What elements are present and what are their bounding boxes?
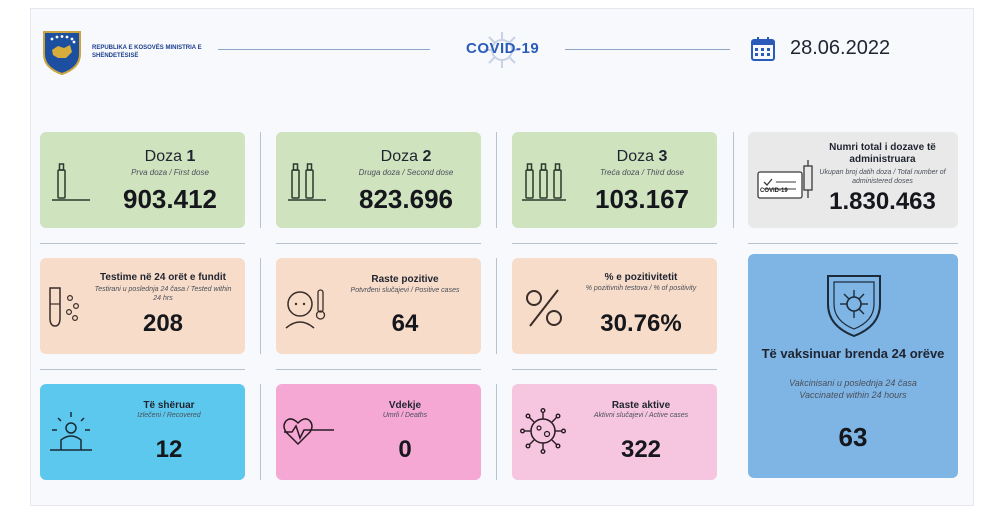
divider xyxy=(260,258,261,354)
dose-number: 3 xyxy=(658,148,668,165)
dose2-card: Doza 2 Druga doza / Second dose 823.696 xyxy=(276,132,481,228)
dose2-value: 823.696 xyxy=(359,184,453,214)
percent-icon xyxy=(526,289,562,327)
card-title: Vdekje xyxy=(388,400,422,411)
report-date: 28.06.2022 xyxy=(790,37,891,59)
card-title: Raste pozitive xyxy=(371,274,439,285)
divider xyxy=(40,243,245,244)
divider xyxy=(260,132,261,228)
sun-person-icon xyxy=(50,412,92,451)
dose1-value: 903.412 xyxy=(123,184,217,214)
header-divider-left xyxy=(218,49,430,50)
card-title: Të shëruar xyxy=(143,400,195,411)
card-subtitle: % pozitivnih testova / % of positivity xyxy=(585,285,697,292)
card-title: % e pozitivitetit xyxy=(604,272,678,283)
positive-cases-card: Raste pozitive Potvrđeni slučajevi / Pos… xyxy=(276,258,481,354)
vial-icon xyxy=(52,163,90,201)
vaccinated-24h-value: 63 xyxy=(838,422,868,452)
dose-number: 1 xyxy=(186,148,196,165)
divider xyxy=(276,369,481,370)
card-title-text: Doza xyxy=(616,148,654,165)
card-subtitle: Prva doza / First dose xyxy=(131,168,209,177)
dose-number: 2 xyxy=(422,148,432,165)
divider xyxy=(512,243,717,244)
recovered-card: Të shëruar Izlečeni / Recovered 12 xyxy=(40,384,245,480)
divider xyxy=(496,384,497,480)
card-title: Doza 1 xyxy=(100,148,240,166)
active-cases-card: Raste aktive Aktivni slučajevi / Active … xyxy=(512,384,717,480)
ministry-name: Republika e Kosovës Ministria e Shëndetë… xyxy=(92,45,202,59)
divider xyxy=(748,243,958,244)
heartbeat-icon xyxy=(283,418,334,446)
calendar-icon xyxy=(751,37,775,61)
positivity-card: % e pozitivitetit % pozitivnih testova /… xyxy=(512,258,717,354)
kosovo-crest-icon xyxy=(43,31,81,76)
virus-icon xyxy=(484,32,520,68)
card-subtitle: Aktivni slučajevi / Active cases xyxy=(593,412,689,419)
card-title: Raste aktive xyxy=(611,400,671,411)
divider xyxy=(40,369,245,370)
card-subtitle: Vaccinated within 24 hours xyxy=(799,390,907,400)
card-title: Doza 3 xyxy=(572,148,712,166)
positivity-value: 30.76% xyxy=(600,310,682,337)
positive-cases-value: 64 xyxy=(391,310,419,337)
page-title: COVID-19 xyxy=(466,40,540,57)
card-subtitle: Potvrđeni slučajevi / Positive cases xyxy=(350,287,460,294)
deaths-value: 0 xyxy=(398,436,412,463)
header-divider-right xyxy=(565,49,730,50)
card-subtitle: Umrli / Deaths xyxy=(382,412,428,419)
divider xyxy=(276,243,481,244)
test-tube-icon xyxy=(49,287,80,327)
dose1-card: Doza 1 Prva doza / First dose 903.412 xyxy=(40,132,245,228)
vial-icon xyxy=(522,163,566,201)
total-doses-card: COVID-19 Numri total i dozave të adminis… xyxy=(748,132,958,228)
tests-value: 208 xyxy=(142,310,184,337)
dose3-value: 103.167 xyxy=(595,184,689,214)
divider xyxy=(496,132,497,228)
card-title: Të vaksinuar brenda 24 orëve xyxy=(761,346,945,361)
card-subtitle: Testirani u poslednja 24 časa / Tested w… xyxy=(94,286,232,302)
card-subtitle: Ukupan broj datih doza / Total number of… xyxy=(819,169,946,185)
card-title-text: Doza xyxy=(380,148,418,165)
card-title-text: Doza xyxy=(144,148,182,165)
divider xyxy=(260,384,261,480)
vaccination-card-icon xyxy=(757,160,813,199)
ministry-logo: Republika e Kosovës Ministria e Shëndetë… xyxy=(40,28,202,76)
card-title: Numri total i dozave të administruara xyxy=(829,142,936,165)
card-subtitle: Izlečeni / Recovered xyxy=(137,412,201,419)
divider xyxy=(512,369,717,370)
tests-card: Testime në 24 orët e fundit Testirani u … xyxy=(40,258,245,354)
card-subtitle: Treća doza / Third dose xyxy=(600,168,684,177)
card-label: COVID-19 xyxy=(760,188,788,194)
divider xyxy=(496,258,497,354)
vial-icon xyxy=(288,163,326,201)
dose3-card: Doza 3 Treća doza / Third dose 103.167 xyxy=(512,132,717,228)
total-doses-value: 1.830.463 xyxy=(829,188,936,215)
divider xyxy=(733,132,734,228)
thermometer-person-icon xyxy=(285,289,326,329)
deaths-card: Vdekje Umrli / Deaths 0 xyxy=(276,384,481,480)
vaccinated-24h-card: Të vaksinuar brenda 24 orëve Vakcinisani… xyxy=(748,254,958,478)
virus-cell-icon xyxy=(520,408,567,455)
active-cases-value: 322 xyxy=(620,436,662,463)
card-subtitle: Vakcinisani u poslednja 24 časa xyxy=(789,378,917,388)
shield-virus-icon xyxy=(827,275,881,338)
card-subtitle: Druga doza / Second dose xyxy=(358,168,454,177)
card-title: Doza 2 xyxy=(336,148,476,166)
card-title: Testime në 24 orët e fundit xyxy=(100,272,226,283)
recovered-value: 12 xyxy=(155,436,183,463)
